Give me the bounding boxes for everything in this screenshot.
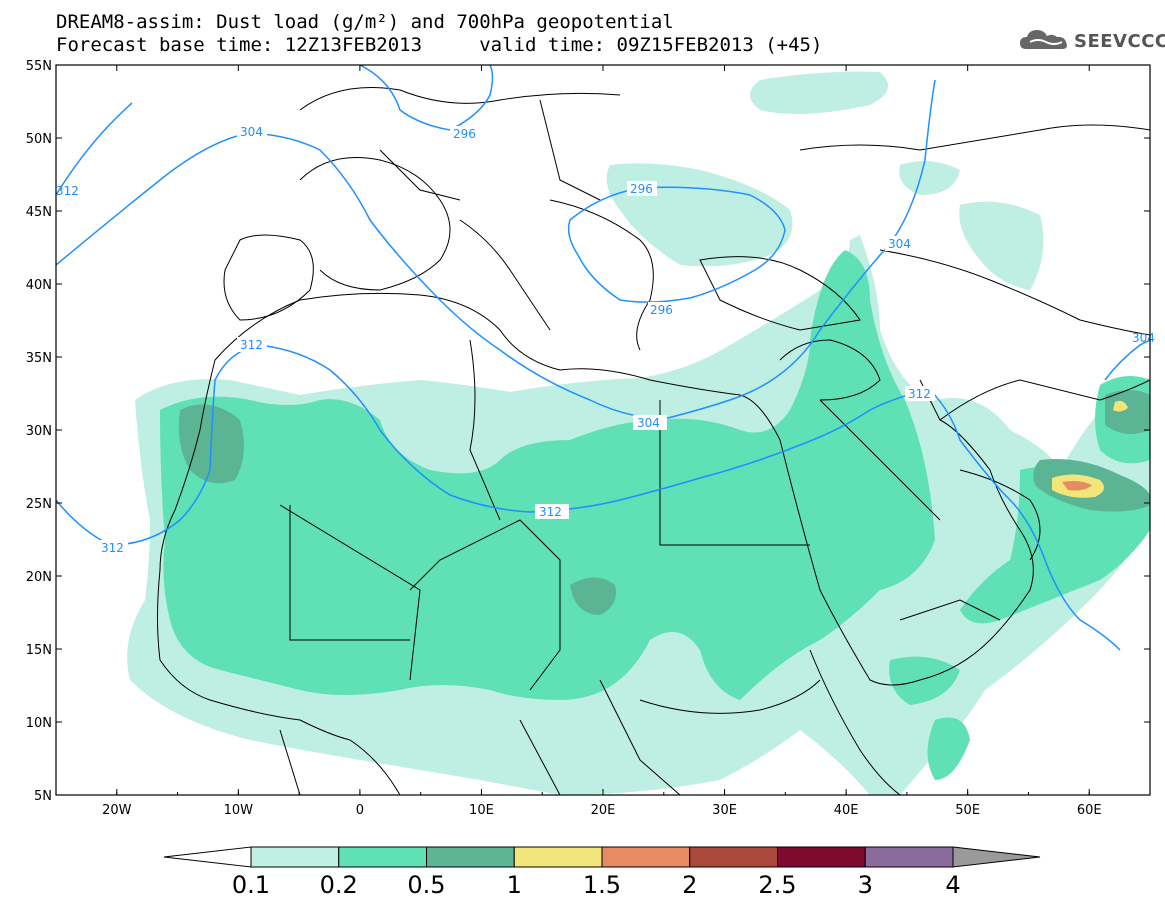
lon-tick-label: 30E bbox=[712, 803, 737, 818]
contour-label: 312 bbox=[56, 184, 79, 198]
contour-label: 312 bbox=[101, 541, 124, 555]
lon-tick-label: 50E bbox=[955, 803, 980, 818]
colorbar-label: 1 bbox=[507, 871, 522, 899]
lon-tick-label: 20E bbox=[591, 803, 616, 818]
contour-304-east bbox=[1104, 339, 1150, 381]
lat-tick-label: 30N bbox=[26, 424, 52, 439]
lon-tick-label: 10W bbox=[224, 803, 254, 818]
colorbar-right-arrow bbox=[952, 846, 1041, 868]
lon-tick-label: 20W bbox=[102, 803, 132, 818]
axis-ticks bbox=[55, 64, 1151, 796]
colorbar-label: 0.2 bbox=[320, 871, 358, 899]
contour-label: 304 bbox=[240, 125, 263, 139]
lat-tick-label: 45N bbox=[26, 205, 52, 220]
contour-312-main bbox=[56, 344, 1121, 651]
contour-label: 312 bbox=[240, 338, 263, 352]
contour-296-north bbox=[359, 65, 494, 131]
logo-text: SEEVCCC bbox=[1074, 30, 1165, 52]
lat-tick-label: 35N bbox=[26, 351, 52, 366]
colorbar-swatch bbox=[689, 846, 778, 868]
colorbar-label: 3 bbox=[858, 871, 873, 899]
contour-label: 312 bbox=[908, 387, 931, 401]
latitude-labels: 55N 50N 45N 40N 35N 30N 25N 20N 15N 10N 5N bbox=[26, 59, 52, 804]
lat-tick-label: 15N bbox=[26, 643, 52, 658]
lat-tick-label: 5N bbox=[34, 789, 52, 804]
lat-tick-label: 40N bbox=[26, 278, 52, 293]
lon-tick-label: 40E bbox=[834, 803, 859, 818]
colorbar-label: 2.5 bbox=[758, 871, 796, 899]
lat-tick-label: 20N bbox=[26, 570, 52, 585]
contour-296-balkan bbox=[567, 186, 786, 303]
lat-tick-label: 25N bbox=[26, 497, 52, 512]
lon-tick-label: 60E bbox=[1077, 803, 1102, 818]
colorbar-left-arrow bbox=[163, 846, 252, 868]
lat-tick-label: 50N bbox=[26, 132, 52, 147]
contour-label: 312 bbox=[539, 505, 562, 519]
lon-tick-label: 10E bbox=[469, 803, 494, 818]
colorbar: 0.1 0.2 0.5 1 1.5 2 2.5 3 4 bbox=[163, 846, 1041, 899]
colorbar-swatch bbox=[864, 846, 954, 868]
colorbar-swatch bbox=[250, 846, 340, 868]
colorbar-label: 0.1 bbox=[232, 871, 270, 899]
colorbar-swatch bbox=[426, 846, 515, 868]
lat-tick-label: 55N bbox=[26, 59, 52, 74]
chart-subtitle: Forecast base time: 12Z13FEB2013 valid t… bbox=[56, 34, 823, 56]
colorbar-swatch bbox=[601, 846, 691, 868]
contour-296-west bbox=[56, 102, 133, 196]
colorbar-swatch bbox=[513, 846, 603, 868]
contour-label: 296 bbox=[630, 182, 653, 196]
contour-labels: 304 296 296 296 304 304 304 312 312 312 … bbox=[56, 124, 1155, 555]
colorbar-label: 2 bbox=[682, 871, 697, 899]
contour-label: 304 bbox=[1132, 331, 1155, 345]
lat-tick-label: 10N bbox=[26, 716, 52, 731]
seevccc-logo: SEEVCCC bbox=[1018, 27, 1165, 55]
colorbar-label: 0.5 bbox=[407, 871, 445, 899]
colorbar-label: 1.5 bbox=[583, 871, 621, 899]
longitude-labels: 20W 10W 0 10E 20E 30E 40E 50E 60E bbox=[102, 803, 1102, 818]
lon-tick-label: 0 bbox=[356, 803, 364, 818]
contour-label: 296 bbox=[453, 127, 476, 141]
contour-label: 304 bbox=[637, 416, 660, 430]
colorbar-swatch bbox=[777, 846, 866, 868]
dust-load-shading bbox=[127, 71, 1150, 795]
cloud-icon bbox=[1020, 30, 1067, 49]
colorbar-label: 4 bbox=[945, 871, 960, 899]
contour-label: 296 bbox=[650, 303, 673, 317]
contour-label: 304 bbox=[888, 237, 911, 251]
chart-title: DREAM8-assim: Dust load (g/m²) and 700hP… bbox=[56, 11, 674, 33]
colorbar-swatch bbox=[338, 846, 427, 868]
